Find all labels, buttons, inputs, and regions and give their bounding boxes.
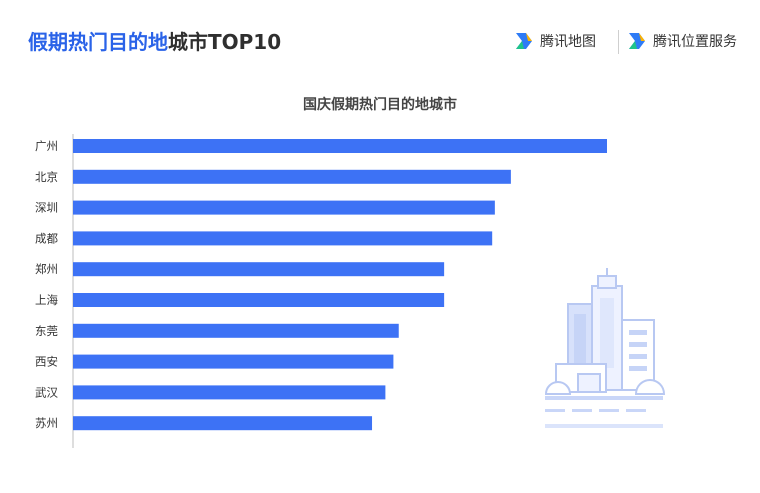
category-label: 西安 [35,355,58,369]
tencent-location-brand: 腾讯位置服务 [626,30,737,52]
category-label: 深圳 [35,201,58,215]
bar [73,385,386,400]
category-label: 上海 [35,293,58,307]
bar [73,169,511,184]
category-label: 成都 [35,231,58,245]
tencent-map-label: 腾讯地图 [540,34,596,50]
chart-title: 国庆假期热门目的地城市 [303,97,457,113]
bar [73,139,607,153]
category-label: 北京 [35,170,58,184]
city-buildings-illustration [544,268,665,428]
bar [73,262,445,277]
bar [73,354,394,369]
category-label: 东莞 [35,324,58,338]
page-title: 假期热门目的地城市TOP10 [28,26,281,55]
category-label: 郑州 [35,262,58,276]
tencent-location-label: 腾讯位置服务 [653,34,737,50]
tencent-map-brand: 腾讯地图 [513,30,596,52]
bar [73,293,445,307]
bar [73,416,373,431]
bar [73,231,493,246]
page-title-highlight: 假期热门目的地 [28,30,168,54]
bar [73,323,399,338]
tencent-location-logo-icon [629,33,645,49]
brand-divider [618,30,619,54]
category-label: 武汉 [35,385,58,399]
page-title-rest: 城市TOP10 [168,30,282,54]
bar [73,200,495,215]
tencent-map-logo-icon [516,33,532,49]
category-label: 广州 [35,139,58,153]
category-label: 苏州 [35,416,58,430]
